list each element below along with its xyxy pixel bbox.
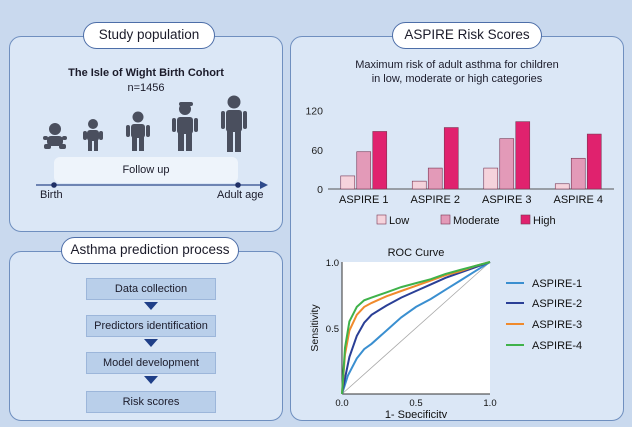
roc-y-label: Sensitivity (309, 304, 321, 352)
cohort-name: The Isle of Wight Birth Cohort (68, 67, 224, 79)
bar-high-2 (443, 127, 459, 190)
adult-age-label: Adult age (217, 189, 264, 201)
follow-up-box: Follow up (54, 157, 238, 183)
bar-category-label: ASPIRE 4 (553, 194, 603, 206)
bar-y-tick: 0 (317, 184, 323, 196)
bar-moderate-4 (570, 157, 586, 190)
roc-diagonal (341, 261, 491, 395)
bar-moderate-3 (499, 138, 515, 190)
roc-line-aspire-4 (341, 261, 491, 395)
roc-legend-label-2: ASPIRE-2 (532, 298, 582, 310)
aspire-subtitle-line2: in low, moderate or high categories (371, 73, 543, 85)
birth-label: Birth (40, 189, 63, 201)
step-predictors-identification: Predictors identification (86, 315, 216, 337)
adult-icon (221, 95, 247, 152)
roc-title: ROC Curve (388, 247, 445, 259)
cohort-size: n=1456 (127, 82, 165, 94)
teenager-icon (172, 102, 198, 151)
roc-line-aspire-3 (341, 261, 491, 395)
bar-y-tick: 120 (305, 106, 323, 118)
step-model-development: Model development (86, 352, 216, 374)
roc-y-tick: 0.5 (326, 324, 339, 335)
child-icon (126, 111, 150, 151)
bar-high-3 (515, 121, 531, 190)
step-arrow-3 (144, 376, 158, 384)
bar-low-2 (411, 180, 427, 190)
step-risk-scores: Risk scores (86, 391, 216, 413)
bar-category-label: ASPIRE 2 (410, 194, 460, 206)
prediction-process-header: Asthma prediction process (61, 237, 239, 264)
legend-swatch-low (376, 214, 387, 225)
bar-low-4 (554, 183, 570, 190)
bar-category-label: ASPIRE 1 (339, 194, 389, 206)
study-population-header: Study population (83, 22, 215, 49)
step-arrow-2 (144, 339, 158, 347)
bar-y-tick: 60 (311, 145, 323, 157)
legend-label-high: High (533, 215, 556, 227)
baby-icon (43, 123, 67, 149)
roc-line-aspire-2 (341, 261, 491, 395)
roc-y-tick: 1.0 (326, 258, 339, 269)
bar-low-3 (483, 167, 499, 190)
aspire-bar-chart: 0 60 120 ASPIRE 1 ASPIRE 2 ASPIRE 3 ASPIRE 4 Lo… (305, 106, 614, 227)
roc-x-tick: 0.0 (335, 398, 348, 409)
roc-legend-label-1: ASPIRE-1 (532, 278, 582, 290)
legend-swatch-moderate (440, 214, 451, 225)
aspire-header: ASPIRE Risk Scores (392, 22, 542, 49)
bar-high-4 (586, 133, 602, 190)
toddler-icon (83, 119, 103, 151)
bar-moderate-2 (427, 167, 443, 190)
step-arrow-1 (144, 302, 158, 310)
bar-low-1 (340, 175, 356, 190)
roc-legend-label-4: ASPIRE-4 (532, 340, 582, 352)
legend-swatch-high (520, 214, 531, 225)
bar-high-1 (372, 131, 388, 190)
roc-x-label: 1- Specificity (385, 409, 448, 418)
step-data-collection: Data collection (86, 278, 216, 300)
aspire-subtitle-line1: Maximum risk of adult asthma for childre… (355, 59, 559, 71)
roc-x-tick: 0.5 (409, 398, 422, 409)
roc-line-aspire-1 (341, 261, 491, 395)
timeline-arrow (36, 181, 268, 189)
bar-category-label: ASPIRE 3 (482, 194, 532, 206)
roc-legend-label-3: ASPIRE-3 (532, 319, 582, 331)
roc-x-tick: 1.0 (483, 398, 496, 409)
bar-moderate-1 (356, 151, 372, 190)
legend-label-low: Low (389, 215, 409, 227)
roc-chart: ROC Curve 0.0 0.5 1.0 0.5 1.0 1- Specificity Se… (309, 247, 582, 418)
legend-label-moderate: Moderate (453, 215, 499, 227)
growth-figures-icon (43, 95, 247, 152)
